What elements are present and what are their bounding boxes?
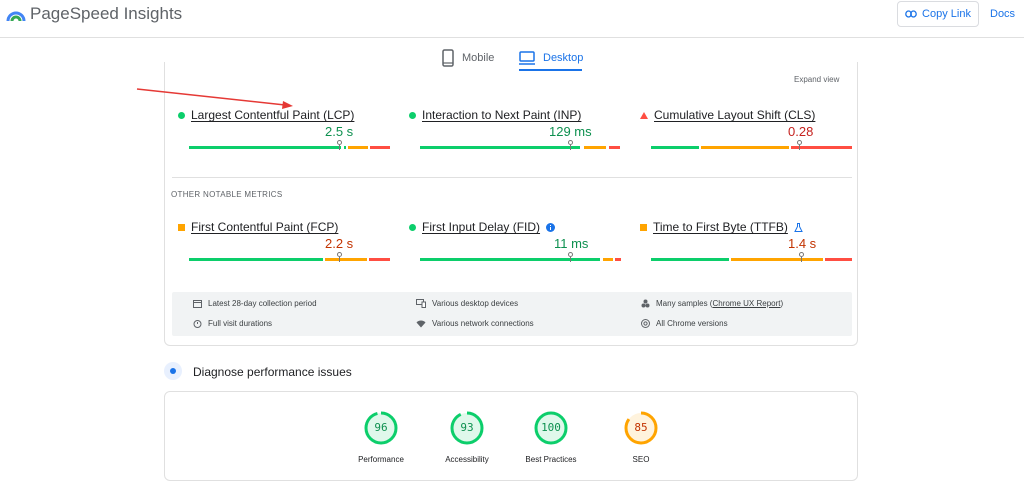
metric-ttfb-distribution-bar xyxy=(651,252,853,262)
samples-info: Many samples (Chrome UX Report) xyxy=(641,299,783,308)
devices-info: Various desktop devices xyxy=(416,299,518,308)
active-tab-indicator xyxy=(519,69,582,71)
metric-fcp-marker xyxy=(337,252,342,262)
score-gauge-seo[interactable]: 85 xyxy=(623,410,659,446)
metric-inp-distribution-bar xyxy=(420,140,622,150)
chrome-icon xyxy=(641,319,650,328)
good-status-dot-icon xyxy=(178,111,185,119)
metric-inp-name[interactable]: Interaction to Next Paint (INP) xyxy=(422,108,582,122)
chrome-ux-report-link[interactable]: Chrome UX Report xyxy=(712,299,781,308)
metric-inp-value: 129 ms xyxy=(549,124,592,139)
tab-desktop-label: Desktop xyxy=(543,52,584,64)
average-status-square-icon xyxy=(640,223,647,231)
expand-view-link[interactable]: Expand view xyxy=(794,75,840,84)
field-data-info-panel xyxy=(172,292,852,336)
metric-fcp-value: 2.2 s xyxy=(325,236,354,251)
chrome-versions-info: All Chrome versions xyxy=(641,319,728,328)
average-status-square-icon xyxy=(178,223,185,231)
metric-fid-value: 11 ms xyxy=(554,236,589,251)
wifi-icon xyxy=(416,320,426,328)
durations-info: Full visit durations xyxy=(193,319,272,328)
metric-cls-value: 0.28 xyxy=(788,124,814,139)
diagnose-heading: Diagnose performance issues xyxy=(193,365,352,379)
metric-fid-name[interactable]: First Input Delay (FID) xyxy=(422,220,541,234)
score-value: 93 xyxy=(460,421,474,434)
metric-cls-marker xyxy=(797,140,802,150)
metric-ttfb-marker xyxy=(799,252,804,262)
docs-link[interactable]: Docs xyxy=(990,8,1016,20)
copy-link-label: Copy Link xyxy=(922,8,971,20)
collection-period-info: Latest 28-day collection period xyxy=(193,299,317,308)
tab-mobile-label: Mobile xyxy=(462,52,495,64)
metric-inp-marker xyxy=(568,140,573,150)
score-label: Accessibility xyxy=(445,455,489,464)
metric-fcp-name[interactable]: First Contentful Paint (FCP) xyxy=(191,220,339,234)
score-label: SEO xyxy=(632,455,650,464)
phone-icon xyxy=(442,49,454,67)
copy-link-button[interactable]: Copy Link xyxy=(897,1,979,27)
lab-diagnostics-icon xyxy=(164,362,182,380)
metric-cls-distribution-bar xyxy=(651,140,853,150)
score-value: 85 xyxy=(634,421,648,434)
score-label: Performance xyxy=(358,455,404,464)
metric-lcp-distribution-bar xyxy=(189,140,391,150)
metric-cls-name[interactable]: Cumulative Layout Shift (CLS) xyxy=(654,108,816,122)
metric-ttfb-name[interactable]: Time to First Byte (TTFB) xyxy=(653,220,788,234)
good-status-dot-icon xyxy=(409,223,416,231)
experimental-flask-icon[interactable] xyxy=(794,222,803,232)
monitor-icon xyxy=(519,51,535,65)
metric-lcp-value: 2.5 s xyxy=(325,124,354,139)
tab-desktop[interactable]: Desktop xyxy=(519,46,583,70)
metric-ttfb-value: 1.4 s xyxy=(788,236,817,251)
tab-mobile[interactable]: Mobile xyxy=(442,46,494,70)
top-bar: PageSpeed Insights Copy Link Docs xyxy=(0,0,1024,38)
section-divider xyxy=(172,177,852,178)
score-value: 96 xyxy=(374,421,388,434)
score-arc xyxy=(534,411,568,445)
metric-fid-marker xyxy=(568,252,573,262)
score-arc xyxy=(450,411,484,445)
other-metrics-heading: OTHER NOTABLE METRICS xyxy=(171,190,283,199)
field-data-card xyxy=(164,62,858,346)
connections-info: Various network connections xyxy=(416,319,534,328)
score-gauge-performance[interactable]: 96 xyxy=(363,410,399,446)
calendar-icon xyxy=(193,300,202,308)
metric-fid-distribution-bar xyxy=(420,252,622,262)
score-value: 100 xyxy=(541,421,561,434)
score-label: Best Practices xyxy=(525,455,577,464)
app-title: PageSpeed Insights xyxy=(30,4,183,23)
devices-icon xyxy=(416,299,426,308)
poor-status-triangle-icon xyxy=(640,111,648,119)
good-status-dot-icon xyxy=(409,111,416,119)
metric-lcp-name[interactable]: Largest Contentful Paint (LCP) xyxy=(191,108,355,122)
metric-fcp-distribution-bar xyxy=(189,252,391,262)
diagnose-card xyxy=(164,391,858,481)
device-tabs: Mobile Desktop xyxy=(0,38,1024,76)
score-arc xyxy=(364,411,398,445)
score-gauge-best-practices[interactable]: 100 xyxy=(533,410,569,446)
link-icon xyxy=(905,10,917,18)
score-arc xyxy=(624,411,658,445)
stopwatch-icon xyxy=(193,320,202,328)
score-gauge-accessibility[interactable]: 93 xyxy=(449,410,485,446)
pagespeed-logo-icon xyxy=(6,11,26,22)
metric-lcp-marker xyxy=(337,140,342,150)
info-icon[interactable] xyxy=(546,222,556,232)
samples-dots-icon xyxy=(641,299,650,308)
